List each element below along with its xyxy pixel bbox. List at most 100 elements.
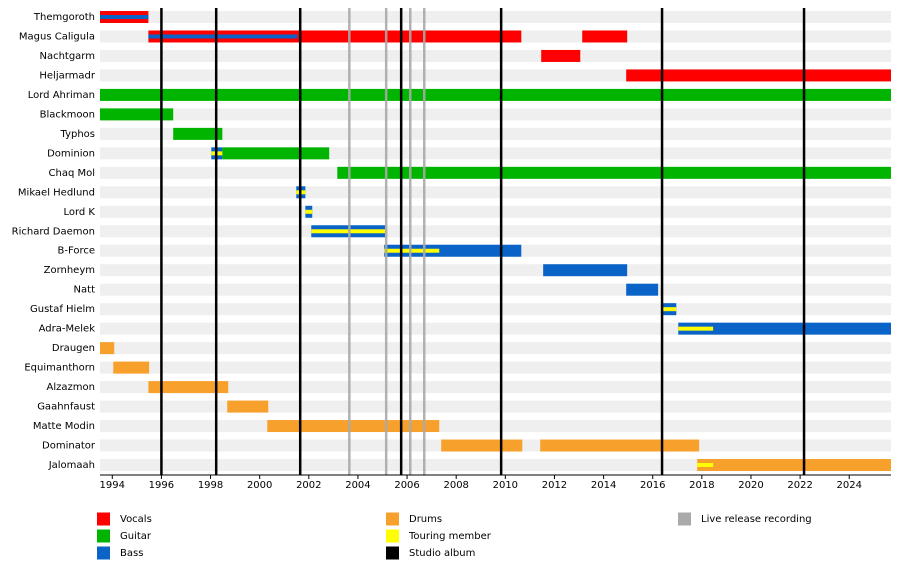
row-background — [100, 108, 891, 121]
membership-bar — [222, 147, 330, 160]
x-tick-label: 1998 — [198, 480, 223, 491]
membership-bar — [626, 283, 659, 296]
x-tick-label: 2020 — [738, 480, 763, 491]
x-tick-label: 2010 — [493, 480, 518, 491]
member-name: Heljarmadr — [39, 70, 96, 81]
member-name: Mikael Hedlund — [18, 187, 95, 198]
membership-bar — [337, 166, 891, 179]
row-background — [100, 303, 891, 316]
legend-swatch — [678, 512, 691, 526]
member-name: Draugen — [52, 343, 95, 354]
x-tick-label: 2014 — [591, 480, 616, 491]
member-name: Zornheym — [44, 265, 95, 276]
x-tick-label: 2012 — [542, 480, 567, 491]
membership-bar — [540, 439, 700, 452]
legend-swatch — [97, 546, 110, 560]
role-stripe — [697, 463, 714, 467]
membership-bar — [541, 49, 581, 62]
membership-bar — [384, 244, 522, 257]
member-name: Nachtgarm — [39, 51, 95, 62]
member-name: Adra-Melek — [39, 324, 96, 335]
x-tick-label: 2024 — [837, 480, 862, 491]
member-name: Lord K — [63, 207, 95, 218]
membership-bar — [100, 88, 891, 101]
role-stripe — [661, 307, 677, 312]
member-name: Alzazmon — [47, 382, 95, 393]
member-name: Blackmoon — [40, 109, 95, 120]
membership-bar — [113, 361, 150, 374]
membership-bar — [678, 322, 891, 335]
member-name: Matte Modin — [33, 421, 95, 432]
member-name: Gaahnfaust — [37, 402, 95, 413]
row-background — [100, 361, 891, 374]
role-stripe — [384, 248, 440, 253]
x-tick-label: 2002 — [296, 480, 321, 491]
legend-label: Bass — [120, 548, 143, 559]
x-tick-label: 2004 — [345, 480, 370, 491]
member-name: Dominator — [42, 441, 96, 452]
row-background — [100, 11, 891, 23]
member-name: Chaq Mol — [49, 168, 96, 179]
row-background — [100, 49, 891, 62]
membership-bar — [697, 459, 891, 471]
membership-bar — [100, 108, 174, 121]
x-tick-label: 2018 — [689, 480, 714, 491]
membership-bar — [267, 420, 440, 433]
legend-label: Vocals — [120, 514, 152, 525]
row-background — [100, 186, 891, 199]
member-name: Jalomaah — [48, 460, 95, 471]
member-name: Gustaf Hielm — [30, 304, 95, 315]
membership-bar — [148, 30, 522, 43]
membership-bar — [626, 69, 891, 82]
membership-bar — [173, 127, 223, 140]
role-stripe — [148, 34, 298, 39]
role-stripe — [100, 15, 149, 19]
membership-bar — [543, 264, 628, 277]
legend-swatch — [386, 512, 399, 526]
legend-swatch — [386, 529, 399, 543]
member-name: Typhos — [60, 129, 95, 140]
member-name: Natt — [74, 285, 96, 296]
row-background — [100, 283, 891, 296]
membership-bar — [100, 342, 115, 355]
x-tick-label: 1994 — [100, 480, 125, 491]
row-background — [100, 381, 891, 394]
row-background — [100, 459, 891, 471]
legend-label: Drums — [409, 514, 442, 525]
x-tick-label: 1996 — [149, 480, 174, 491]
row-background — [100, 225, 891, 238]
legend-label: Live release recording — [701, 514, 812, 525]
membership-bar — [227, 400, 269, 413]
membership-bar — [148, 381, 229, 394]
legend-label: Guitar — [120, 531, 152, 542]
x-tick-label: 2008 — [443, 480, 468, 491]
row-background — [100, 342, 891, 355]
member-name: Themgoroth — [33, 12, 95, 23]
legend-swatch — [97, 529, 110, 543]
x-tick-label: 2016 — [640, 480, 665, 491]
role-stripe — [678, 326, 714, 331]
x-tick-label: 2022 — [787, 480, 812, 491]
legend-label: Touring member — [408, 531, 492, 542]
member-name: B-Force — [57, 246, 95, 257]
member-name: Magus Caligula — [19, 31, 95, 42]
row-background — [100, 205, 891, 218]
member-name: Dominion — [47, 148, 95, 159]
row-background — [100, 420, 891, 433]
member-name: Lord Ahriman — [28, 90, 95, 101]
x-tick-label: 2000 — [247, 480, 272, 491]
legend-swatch — [386, 546, 399, 560]
row-background — [100, 400, 891, 413]
member-name: Equimanthorn — [24, 363, 95, 374]
role-stripe — [305, 209, 313, 214]
row-background — [100, 264, 891, 277]
row-background — [100, 127, 891, 140]
legend-label: Studio album — [409, 548, 475, 559]
member-name: Richard Daemon — [12, 226, 95, 237]
membership-bar — [582, 30, 628, 43]
membership-bar — [441, 439, 523, 452]
x-tick-label: 2006 — [394, 480, 419, 491]
legend-swatch — [97, 512, 110, 526]
